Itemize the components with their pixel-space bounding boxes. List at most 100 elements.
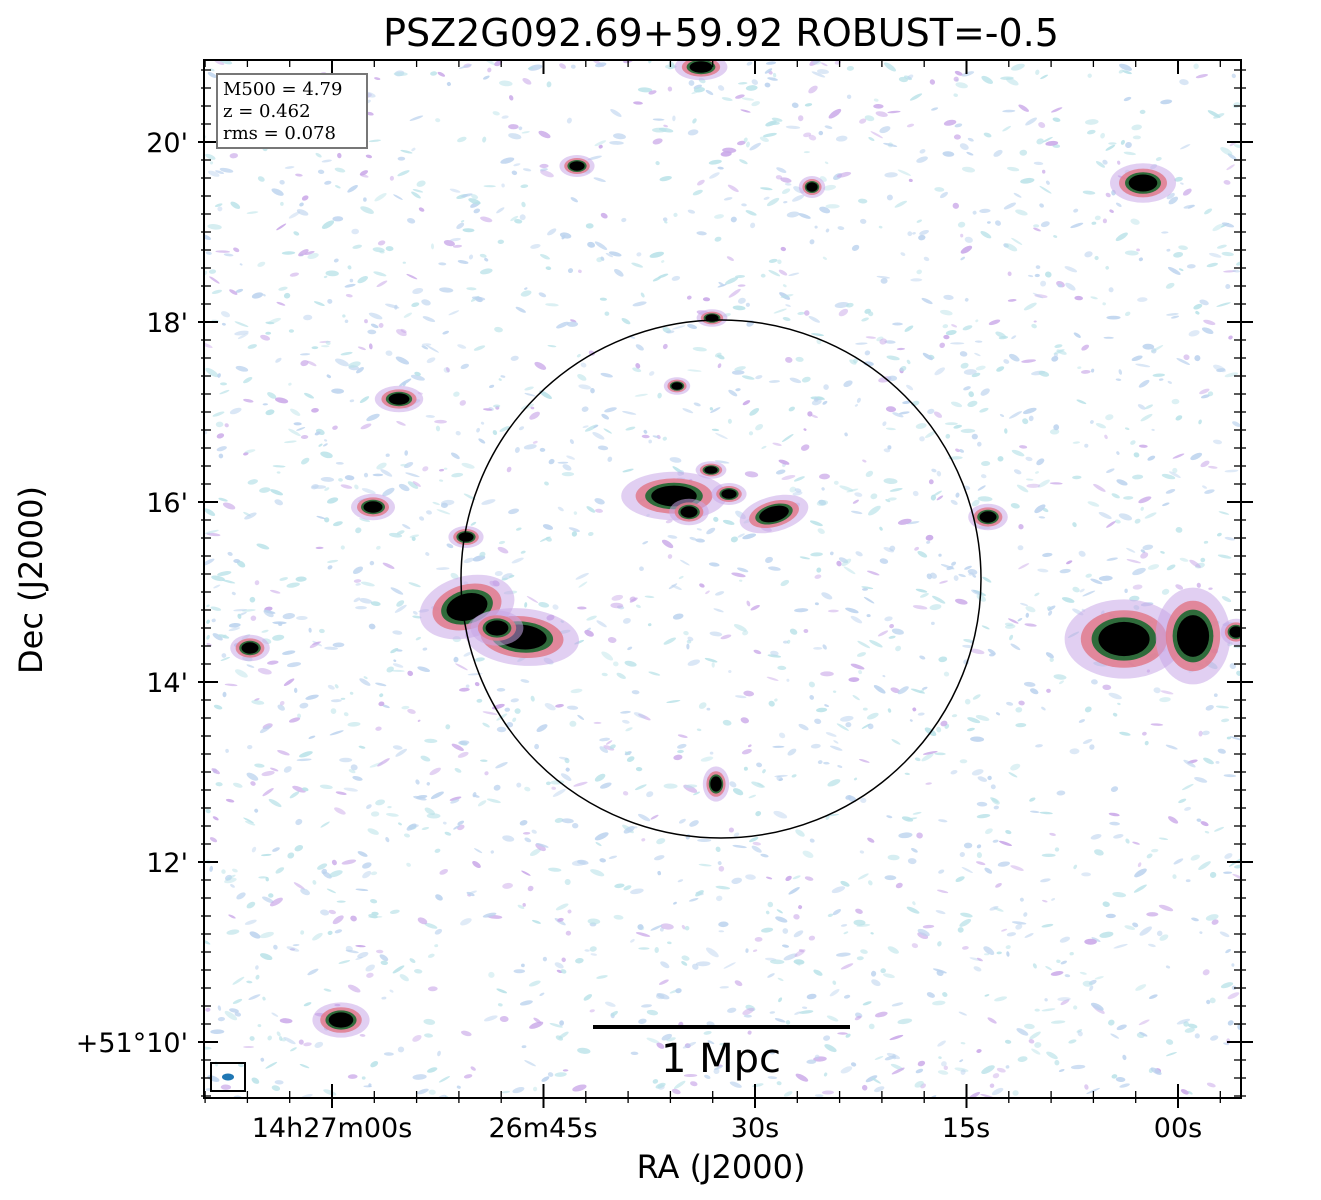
noise-speck bbox=[363, 472, 369, 478]
noise-speck bbox=[1102, 218, 1107, 224]
noise-speck bbox=[350, 764, 358, 771]
noise-speck bbox=[363, 1085, 372, 1088]
noise-speck bbox=[734, 366, 746, 371]
noise-speck bbox=[225, 798, 235, 803]
noise-speck bbox=[232, 998, 243, 1004]
noise-speck bbox=[1041, 706, 1046, 711]
noise-speck bbox=[356, 367, 364, 374]
noise-speck bbox=[894, 200, 907, 208]
noise-speck bbox=[373, 271, 387, 277]
noise-speck bbox=[1203, 319, 1216, 326]
noise-speck bbox=[709, 172, 720, 179]
noise-speck bbox=[810, 743, 821, 749]
noise-speck bbox=[234, 330, 249, 336]
noise-speck bbox=[490, 850, 494, 854]
noise-speck bbox=[204, 341, 213, 349]
noise-speck bbox=[953, 134, 961, 140]
noise-speck bbox=[516, 782, 522, 788]
noise-speck bbox=[742, 400, 751, 406]
noise-speck bbox=[1209, 871, 1217, 878]
noise-speck bbox=[824, 125, 833, 129]
noise-speck bbox=[728, 288, 741, 298]
noise-speck bbox=[885, 406, 897, 413]
noise-speck bbox=[437, 71, 446, 77]
noise-speck bbox=[1144, 512, 1157, 519]
noise-speck bbox=[1216, 302, 1231, 307]
noise-speck bbox=[569, 439, 574, 445]
noise-speck bbox=[1033, 320, 1037, 323]
noise-speck bbox=[844, 432, 848, 437]
noise-speck bbox=[622, 618, 631, 624]
noise-speck bbox=[822, 1090, 834, 1095]
noise-speck bbox=[389, 989, 394, 993]
noise-speck bbox=[224, 683, 238, 687]
noise-speck bbox=[784, 182, 792, 186]
noise-speck bbox=[745, 874, 756, 880]
noise-speck bbox=[1039, 185, 1052, 194]
noise-speck bbox=[1038, 122, 1046, 128]
noise-speck bbox=[907, 858, 917, 865]
noise-speck bbox=[976, 594, 987, 602]
noise-speck bbox=[529, 411, 540, 420]
noise-speck bbox=[411, 147, 416, 152]
noise-speck bbox=[696, 528, 702, 531]
noise-speck bbox=[427, 953, 435, 958]
noise-speck bbox=[305, 694, 319, 700]
noise-speck bbox=[914, 757, 921, 762]
noise-speck bbox=[276, 1031, 281, 1037]
noise-speck bbox=[967, 400, 978, 408]
noise-speck bbox=[743, 1014, 752, 1018]
noise-speck bbox=[1132, 584, 1143, 590]
noise-speck bbox=[882, 421, 887, 427]
noise-speck bbox=[516, 527, 522, 531]
noise-speck bbox=[539, 163, 549, 169]
noise-speck bbox=[446, 367, 450, 373]
noise-speck bbox=[453, 824, 461, 830]
noise-speck bbox=[207, 224, 222, 230]
radio-source bbox=[559, 155, 595, 177]
noise-speck bbox=[267, 1035, 272, 1041]
noise-speck bbox=[1061, 597, 1075, 603]
noise-speck bbox=[530, 695, 535, 702]
noise-speck bbox=[960, 1069, 966, 1075]
noise-speck bbox=[1173, 858, 1184, 865]
noise-speck bbox=[902, 400, 912, 405]
noise-speck bbox=[608, 855, 618, 859]
noise-speck bbox=[368, 139, 382, 143]
noise-speck bbox=[741, 748, 752, 755]
noise-speck bbox=[687, 659, 700, 666]
noise-speck bbox=[652, 1079, 659, 1084]
noise-speck bbox=[359, 598, 373, 604]
noise-speck bbox=[1117, 160, 1121, 165]
noise-speck bbox=[631, 690, 640, 695]
noise-speck bbox=[1224, 469, 1239, 473]
noise-speck bbox=[205, 1007, 211, 1012]
noise-speck bbox=[657, 273, 669, 279]
noise-speck bbox=[339, 757, 353, 763]
noise-speck bbox=[438, 262, 447, 266]
noise-speck bbox=[1124, 925, 1136, 930]
noise-speck bbox=[945, 330, 957, 336]
noise-speck bbox=[609, 140, 624, 145]
noise-speck bbox=[660, 961, 670, 969]
noise-speck bbox=[746, 61, 753, 66]
noise-speck bbox=[1105, 266, 1109, 270]
noise-speck bbox=[862, 587, 868, 591]
noise-speck bbox=[265, 877, 269, 882]
noise-speck bbox=[642, 540, 649, 545]
noise-speck bbox=[521, 870, 531, 876]
noise-speck bbox=[1202, 969, 1210, 976]
noise-speck bbox=[991, 797, 1000, 805]
noise-speck bbox=[496, 726, 507, 733]
noise-speck bbox=[471, 194, 479, 200]
noise-speck bbox=[814, 225, 818, 229]
noise-speck bbox=[308, 627, 312, 633]
noise-speck bbox=[319, 784, 333, 790]
noise-speck bbox=[1077, 1030, 1083, 1037]
noise-speck bbox=[353, 579, 362, 583]
noise-speck bbox=[826, 1015, 839, 1022]
noise-speck bbox=[932, 968, 947, 974]
noise-speck bbox=[1110, 1033, 1120, 1039]
noise-speck bbox=[520, 184, 529, 189]
